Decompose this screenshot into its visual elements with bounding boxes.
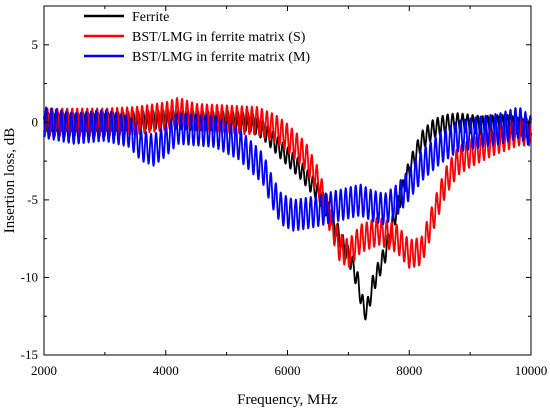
series-layer: [43, 97, 532, 321]
x-tick-label: 8000: [396, 363, 422, 378]
x-tick-label: 6000: [275, 363, 301, 378]
axis-ticks: 2000 4000 6000 8000 10000 -15 -10 -5 0 5: [21, 5, 548, 378]
y-tick-label: -15: [21, 347, 38, 362]
y-tick-label: -10: [21, 269, 38, 284]
y-tick-label: 0: [32, 114, 39, 129]
x-tick-label: 4000: [153, 363, 179, 378]
legend: Ferrite BST/LMG in ferrite matrix (S) BST/…: [84, 10, 310, 65]
x-tick-label: 10000: [515, 363, 548, 378]
x-axis-title: Frequency, MHz: [237, 392, 338, 408]
legend-label: Ferrite: [132, 10, 169, 25]
legend-label: BST/LMG in ferrite matrix (S): [132, 30, 306, 45]
x-tick-label: 2000: [31, 363, 57, 378]
legend-label: BST/LMG in ferrite matrix (M): [132, 50, 310, 65]
y-axis-title: Insertion loss, dB: [2, 128, 18, 233]
y-tick-label: -5: [27, 192, 38, 207]
series-line-3: [43, 106, 532, 232]
y-tick-label: 5: [32, 37, 39, 52]
